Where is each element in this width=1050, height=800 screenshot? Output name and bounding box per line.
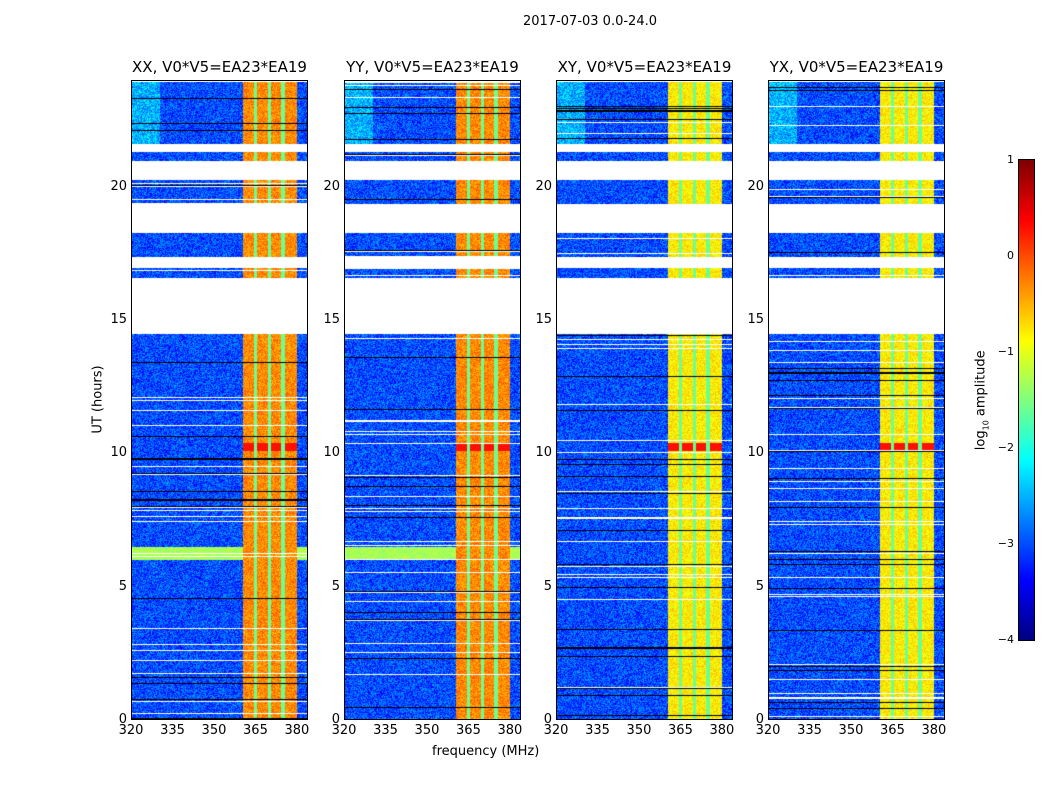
y-tick-label: 5	[755, 578, 764, 594]
panel-title: XY, V0*V5=EA23*EA19	[557, 58, 732, 76]
x-tick-label: 380	[921, 723, 947, 738]
x-tick-label: 320	[118, 723, 144, 738]
x-tick-label: 350	[838, 723, 864, 738]
x-tick-label: 320	[543, 723, 569, 738]
x-tick-label: 380	[709, 723, 735, 738]
colorbar-tick-label: −4	[997, 633, 1014, 646]
y-tick-label: 20	[747, 178, 764, 194]
x-tick-label: 365	[880, 723, 905, 738]
x-tick-label: 335	[797, 723, 822, 738]
heatmap-cells	[132, 81, 307, 719]
colorbar	[1018, 159, 1035, 641]
x-tick-label: 365	[243, 723, 268, 738]
panel-title: YY, V0*V5=EA23*EA19	[346, 58, 519, 76]
y-tick-label: 15	[535, 312, 552, 327]
x-tick-label: 365	[668, 723, 693, 738]
y-tick-label: 10	[535, 445, 552, 461]
x-tick-label: 365	[456, 723, 481, 738]
y-tick-label: 10	[323, 445, 340, 461]
x-tick-label: 320	[755, 723, 781, 738]
x-tick-label: 335	[373, 723, 398, 738]
panel-title: XX, V0*V5=EA23*EA19	[132, 58, 307, 76]
heatmap-panel-3	[768, 80, 945, 720]
y-tick-label: 20	[323, 178, 340, 194]
x-tick-label: 335	[585, 723, 610, 738]
heatmap-cells	[345, 81, 520, 719]
colorbar-label: log10 amplitude	[973, 350, 991, 451]
y-tick-label: 10	[747, 445, 764, 461]
x-tick-label: 380	[497, 723, 523, 738]
y-tick-label: 20	[535, 178, 552, 194]
colorbar-tick-label: −2	[997, 441, 1014, 454]
y-tick-label: 0	[118, 712, 127, 727]
x-tick-label: 335	[160, 723, 185, 738]
y-tick-label: 15	[110, 312, 127, 327]
x-tick-label: 320	[331, 723, 357, 738]
colorbar-tick-label: 0	[1007, 249, 1014, 262]
y-axis-label: UT (hours)	[90, 365, 106, 434]
heatmap-cells	[769, 81, 944, 719]
panel-title: YX, V0*V5=EA23*EA19	[769, 58, 944, 76]
y-tick-label: 5	[543, 578, 552, 594]
heatmap-panel-2	[556, 80, 733, 720]
colorbar-tick-label: −1	[997, 345, 1014, 358]
y-tick-label: 5	[118, 578, 127, 594]
colorbar-gradient	[1019, 160, 1034, 640]
x-axis-label: frequency (MHz)	[432, 744, 540, 759]
y-tick-label: 0	[543, 712, 552, 727]
x-tick-label: 350	[414, 723, 440, 738]
heatmap-panel-1	[344, 80, 521, 720]
y-tick-label: 5	[331, 578, 340, 594]
y-tick-label: 0	[331, 712, 340, 727]
heatmap-panel-0	[131, 80, 308, 720]
y-tick-label: 20	[110, 178, 127, 194]
heatmap-cells	[557, 81, 732, 719]
x-tick-label: 350	[201, 723, 227, 738]
y-tick-label: 0	[755, 712, 764, 727]
y-tick-label: 15	[323, 312, 340, 327]
colorbar-tick-label: −3	[997, 537, 1014, 550]
y-tick-label: 15	[747, 312, 764, 327]
y-tick-label: 10	[110, 445, 127, 461]
colorbar-tick-label: 1	[1007, 153, 1014, 166]
x-tick-label: 380	[284, 723, 310, 738]
x-tick-label: 350	[626, 723, 652, 738]
figure-title: 2017-07-03 0.0-24.0	[523, 14, 657, 29]
